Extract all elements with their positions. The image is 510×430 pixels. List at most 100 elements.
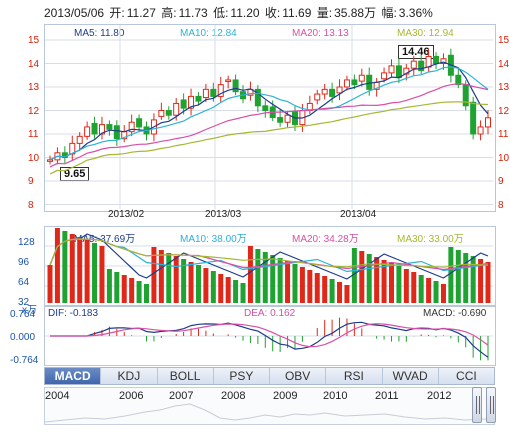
candle-body xyxy=(418,60,425,72)
volume-bar xyxy=(277,258,283,303)
candle-body xyxy=(106,124,113,130)
price-y-tick: 11 xyxy=(28,129,39,140)
candle-body xyxy=(202,88,209,99)
price-x-tick: 2013/04 xyxy=(340,209,377,220)
ma10-line xyxy=(49,66,489,161)
candle-body xyxy=(173,102,180,116)
year-label: 2008 xyxy=(221,390,246,402)
dea-line xyxy=(50,323,489,348)
year-label: 2006 xyxy=(119,390,144,402)
volume-bar xyxy=(322,276,328,303)
candle-body xyxy=(47,159,53,162)
candle-body xyxy=(343,79,350,88)
max-price-label: 14.46 xyxy=(398,45,434,59)
indicator-tabs: MACD KDJ BOLL PSY OBV RSI WVAD CCI xyxy=(44,367,495,385)
tab-obv[interactable]: OBV xyxy=(270,368,327,384)
price-y-tick: 10 xyxy=(28,152,40,164)
volume-bar xyxy=(433,281,439,303)
candle-body xyxy=(225,79,232,82)
volume-bar xyxy=(69,234,75,303)
year-label: 2011 xyxy=(375,390,399,402)
price-y-tick: 9 xyxy=(28,176,34,187)
macd-y-tick: 0.000 xyxy=(10,332,36,343)
tab-kdj[interactable]: KDJ xyxy=(101,368,158,384)
price-y-tick: 14 xyxy=(498,58,510,70)
volume-bar xyxy=(285,261,291,303)
volume-bar xyxy=(314,273,320,303)
tab-cci[interactable]: CCI xyxy=(456,369,477,383)
vol-ma30-legend: MA30: 33.00万 xyxy=(397,234,464,245)
ma20-legend: MA20: 13.13 xyxy=(292,28,349,39)
ma5-line xyxy=(49,61,489,161)
dif-legend: DIF: -0.183 xyxy=(48,308,99,319)
volume-bar xyxy=(181,259,187,303)
timeline-navigator[interactable]: 2004 2006 2007 2008 2009 2010 2011 2012 xyxy=(44,387,497,425)
macd-y-tick: -0.764 xyxy=(10,355,39,366)
volume-bar xyxy=(299,267,305,303)
tab-rsi[interactable]: RSI xyxy=(326,368,383,384)
tab-psy[interactable]: PSY xyxy=(214,368,270,384)
volume-bar xyxy=(337,282,343,303)
candle-body xyxy=(425,55,432,68)
candle-body xyxy=(351,79,358,86)
volume-bar xyxy=(84,240,90,303)
price-y-tick: 9 xyxy=(498,176,504,187)
volume-bar xyxy=(210,271,216,303)
price-y-tick: 15 xyxy=(498,35,510,46)
volume-y-tick: 32 xyxy=(18,297,30,308)
volume-ma10-line xyxy=(49,238,489,273)
close-label: 收: xyxy=(264,6,281,20)
volume-bar xyxy=(292,264,298,303)
tab-wvad[interactable]: WVAD xyxy=(383,368,439,384)
volume-bar xyxy=(62,231,68,303)
timeline-left-handle[interactable] xyxy=(472,387,482,423)
ma30-line xyxy=(49,101,489,175)
volume-bar xyxy=(478,259,484,303)
volume-bar xyxy=(351,248,357,303)
candle-body xyxy=(232,79,239,93)
candle-body xyxy=(254,88,261,107)
candle-body xyxy=(91,122,98,135)
candle-body xyxy=(165,110,172,116)
volume-bar xyxy=(359,251,365,303)
low-label: 低: xyxy=(213,6,229,20)
price-y-tick: 14 xyxy=(28,58,40,70)
volume-bar xyxy=(203,268,209,303)
candle-body xyxy=(329,88,336,97)
dea-legend: DEA: 0.162 xyxy=(244,308,296,319)
timeline-right-handle[interactable] xyxy=(486,387,496,423)
candle-body xyxy=(403,67,410,75)
candle-body xyxy=(98,124,105,135)
candle-body xyxy=(455,74,462,86)
candle-body xyxy=(84,126,91,137)
price-x-tick: 2013/03 xyxy=(205,209,242,220)
candle-body xyxy=(314,93,321,101)
open-value: 11.27 xyxy=(126,6,156,20)
year-label: 2012 xyxy=(427,390,452,402)
candle-body xyxy=(210,88,217,97)
macd-y-tick: 0.764 xyxy=(10,309,36,320)
candle-body xyxy=(277,117,284,123)
change-value: 3.36% xyxy=(398,6,433,20)
candle-body xyxy=(284,114,291,123)
volume-value: 35.88万 xyxy=(334,6,377,20)
volume-bar xyxy=(455,250,461,303)
close-value: 11.69 xyxy=(282,6,312,20)
candle-body xyxy=(321,88,328,95)
candle-body xyxy=(433,55,440,65)
price-y-tick: 8 xyxy=(28,199,34,211)
year-label: 2010 xyxy=(323,390,348,402)
volume-bar xyxy=(247,246,253,303)
tab-boll[interactable]: BOLL xyxy=(158,368,214,384)
volume-bar xyxy=(485,262,491,303)
volume-y-tick: 128 xyxy=(18,237,35,248)
candle-body xyxy=(366,74,373,90)
price-y-tick: 10 xyxy=(498,152,510,164)
volume-bar xyxy=(121,275,127,303)
volume-bar xyxy=(381,260,387,303)
candle-body xyxy=(113,125,120,140)
low-value: 11.20 xyxy=(230,6,260,20)
candle-body xyxy=(470,101,477,135)
tab-macd[interactable]: MACD xyxy=(45,368,102,384)
volume-bar xyxy=(426,278,432,303)
